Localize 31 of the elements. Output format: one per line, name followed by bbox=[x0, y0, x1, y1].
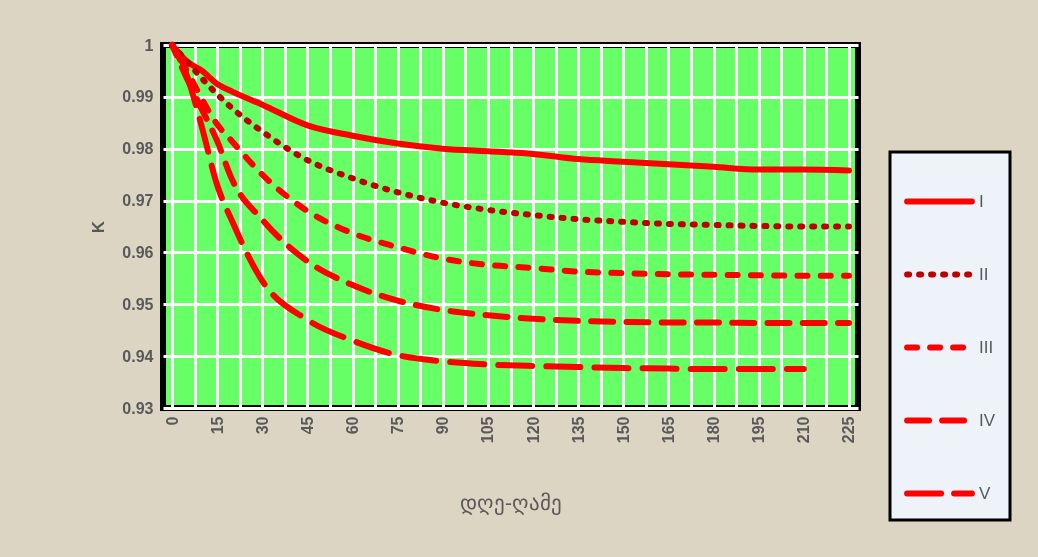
x-tick-label: 30 bbox=[253, 416, 271, 435]
x-axis-title: დღე-ღამე bbox=[460, 491, 562, 516]
x-tick-label: 180 bbox=[705, 416, 723, 444]
y-tick-label: 0.99 bbox=[122, 88, 154, 106]
x-tick-label: 90 bbox=[434, 416, 452, 435]
x-tick-label: 165 bbox=[659, 416, 677, 444]
x-tick-label: 120 bbox=[524, 416, 542, 444]
x-tick-label: 0 bbox=[163, 416, 181, 426]
y-tick-label: 0.96 bbox=[122, 243, 154, 261]
legend-label: I bbox=[979, 191, 984, 211]
y-tick-label: 0.95 bbox=[122, 295, 154, 313]
y-axis-title: K bbox=[89, 220, 109, 234]
legend-label: V bbox=[979, 483, 991, 503]
legend-label: IV bbox=[979, 410, 996, 430]
y-tick-label: 0.94 bbox=[122, 347, 154, 365]
y-tick-label: 0.93 bbox=[122, 399, 154, 417]
x-tick-label: 225 bbox=[840, 416, 858, 444]
x-tick-label: 210 bbox=[795, 416, 813, 444]
y-tick-label: 0.98 bbox=[122, 140, 154, 158]
legend-label: II bbox=[979, 264, 989, 284]
y-tick-label: 0.97 bbox=[122, 192, 154, 210]
x-tick-label: 75 bbox=[389, 416, 407, 435]
x-tick-label: 195 bbox=[750, 416, 768, 444]
x-tick-label: 150 bbox=[614, 416, 632, 444]
x-tick-label: 45 bbox=[298, 416, 316, 435]
legend-label: III bbox=[979, 337, 994, 357]
x-tick-label: 60 bbox=[344, 416, 362, 435]
x-tick-label: 135 bbox=[569, 416, 587, 444]
y-tick-label: 1 bbox=[144, 36, 154, 54]
x-tick-label: 105 bbox=[479, 416, 497, 444]
x-tick-label: 15 bbox=[208, 416, 226, 435]
